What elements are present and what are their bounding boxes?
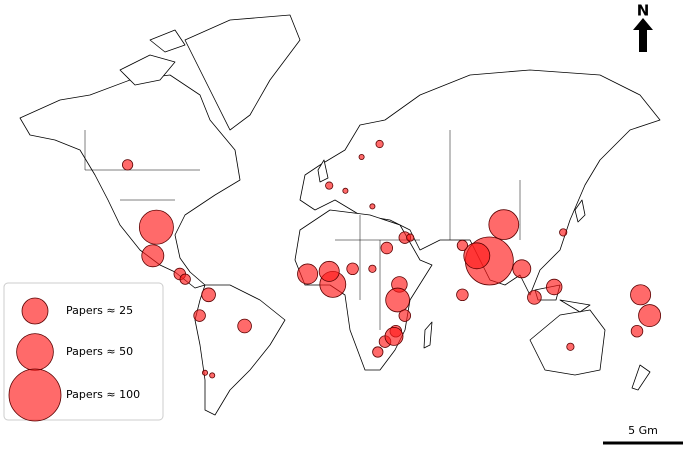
bubble bbox=[346, 262, 359, 276]
legend-label: Papers ≈ 50 bbox=[66, 345, 133, 358]
bubble bbox=[456, 288, 469, 302]
bubble bbox=[209, 372, 216, 379]
bubble bbox=[512, 259, 532, 279]
bubble bbox=[297, 263, 319, 285]
bubble bbox=[201, 369, 208, 376]
bubble bbox=[384, 326, 404, 346]
bubble bbox=[559, 228, 568, 237]
bubble bbox=[380, 241, 394, 255]
islands bbox=[317, 159, 651, 391]
bubble bbox=[527, 290, 542, 305]
bubble bbox=[138, 209, 174, 245]
bubble bbox=[372, 346, 384, 358]
bubble-layer bbox=[122, 139, 662, 379]
bubble bbox=[342, 187, 349, 194]
bubble bbox=[141, 244, 165, 268]
bubble bbox=[193, 309, 206, 322]
bubble bbox=[179, 273, 191, 285]
arctic-islands bbox=[119, 29, 186, 86]
legend-marker bbox=[8, 368, 62, 422]
bubble bbox=[201, 287, 216, 303]
australia bbox=[529, 309, 606, 376]
greenland bbox=[184, 14, 301, 131]
north-arrow bbox=[633, 18, 653, 52]
bubble bbox=[546, 278, 563, 296]
bubble bbox=[630, 284, 652, 306]
scale-label: 5 Gm bbox=[628, 424, 658, 437]
bubble bbox=[318, 260, 340, 282]
bubble bbox=[463, 242, 491, 270]
north-label: N bbox=[637, 2, 650, 20]
bubble bbox=[237, 318, 252, 334]
legend: Papers ≈ 25 Papers ≈ 50 Papers ≈ 100 bbox=[8, 297, 140, 422]
borders bbox=[84, 130, 521, 330]
bubble bbox=[406, 233, 415, 242]
bubble bbox=[358, 153, 365, 160]
legend-label: Papers ≈ 100 bbox=[66, 388, 140, 401]
bubble bbox=[638, 304, 662, 328]
legend-label: Papers ≈ 25 bbox=[66, 304, 133, 317]
north-america bbox=[19, 74, 241, 289]
bubble bbox=[488, 209, 520, 240]
bubble bbox=[456, 239, 468, 251]
bubble bbox=[398, 309, 412, 322]
bubble bbox=[385, 287, 410, 313]
bubble bbox=[122, 159, 134, 171]
legend-marker bbox=[16, 333, 54, 371]
bubble bbox=[630, 324, 644, 338]
bubble bbox=[375, 139, 384, 149]
bubble bbox=[368, 264, 377, 273]
bubble bbox=[325, 181, 334, 190]
bubble bbox=[369, 203, 376, 210]
bubble bbox=[566, 342, 575, 351]
legend-marker bbox=[21, 297, 49, 325]
eurasia bbox=[299, 69, 661, 296]
south-america bbox=[194, 284, 286, 416]
